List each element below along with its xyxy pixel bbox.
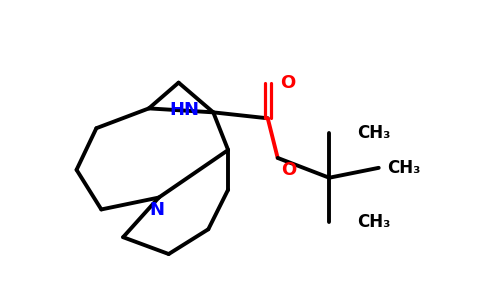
Text: CH₃: CH₃ <box>387 159 420 177</box>
Text: CH₃: CH₃ <box>357 124 390 142</box>
Text: N: N <box>149 200 164 218</box>
Text: O: O <box>280 74 295 92</box>
Text: CH₃: CH₃ <box>357 213 390 231</box>
Text: HN: HN <box>169 101 199 119</box>
Text: O: O <box>281 161 296 179</box>
